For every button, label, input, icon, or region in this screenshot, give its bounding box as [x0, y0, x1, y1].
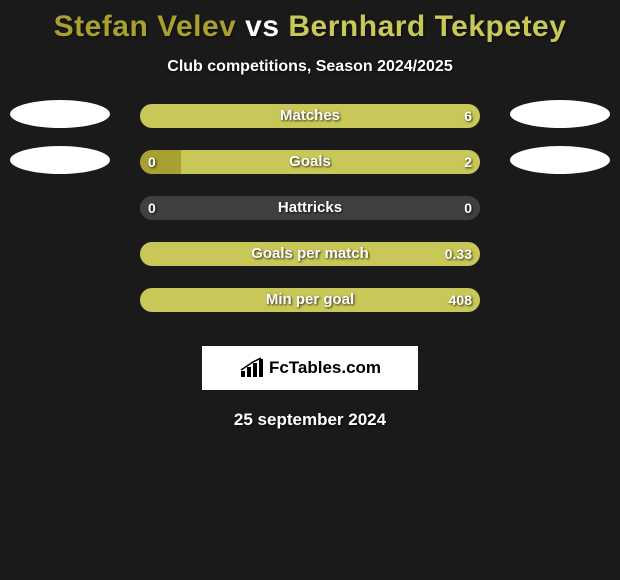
- bar-track: [140, 288, 480, 312]
- avatar-placeholder-b: [510, 100, 610, 128]
- bar-track: [140, 242, 480, 266]
- stat-row: Matches6: [0, 104, 620, 150]
- page-title: Stefan Velev vs Bernhard Tekpetey: [0, 0, 620, 44]
- comparison-infographic: Stefan Velev vs Bernhard Tekpetey Club c…: [0, 0, 620, 580]
- brand-badge: FcTables.com: [202, 346, 418, 390]
- player-b-name: Bernhard Tekpetey: [288, 10, 566, 43]
- vs-separator: vs: [236, 10, 288, 43]
- bar-segment-a: [140, 150, 181, 174]
- avatar-placeholder-a: [10, 100, 110, 128]
- bar-segment-b: [181, 150, 480, 174]
- stat-row: Goals per match0.33: [0, 242, 620, 288]
- brand-text: FcTables.com: [269, 358, 381, 378]
- bar-track: [140, 104, 480, 128]
- value-b: 0: [464, 196, 472, 220]
- stat-row: Min per goal408: [0, 288, 620, 334]
- avatar-placeholder-b: [510, 146, 610, 174]
- bar-chart-icon: [239, 357, 265, 379]
- player-a-name: Stefan Velev: [54, 10, 237, 43]
- subtitle: Club competitions, Season 2024/2025: [0, 58, 620, 76]
- stat-row: Hattricks00: [0, 196, 620, 242]
- value-a: 0: [148, 150, 156, 174]
- bar-segment-b: [140, 104, 480, 128]
- bar-track: [140, 196, 480, 220]
- value-b: 6: [464, 104, 472, 128]
- stat-row: Goals02: [0, 150, 620, 196]
- value-b: 2: [464, 150, 472, 174]
- bar-segment-b: [140, 242, 480, 266]
- avatar-placeholder-a: [10, 146, 110, 174]
- bar-segment-b: [140, 288, 480, 312]
- date-label: 25 september 2024: [0, 410, 620, 430]
- stat-rows: Matches6Goals02Hattricks00Goals per matc…: [0, 104, 620, 334]
- value-b: 408: [449, 288, 472, 312]
- value-b: 0.33: [445, 242, 472, 266]
- bar-track: [140, 150, 480, 174]
- value-a: 0: [148, 196, 156, 220]
